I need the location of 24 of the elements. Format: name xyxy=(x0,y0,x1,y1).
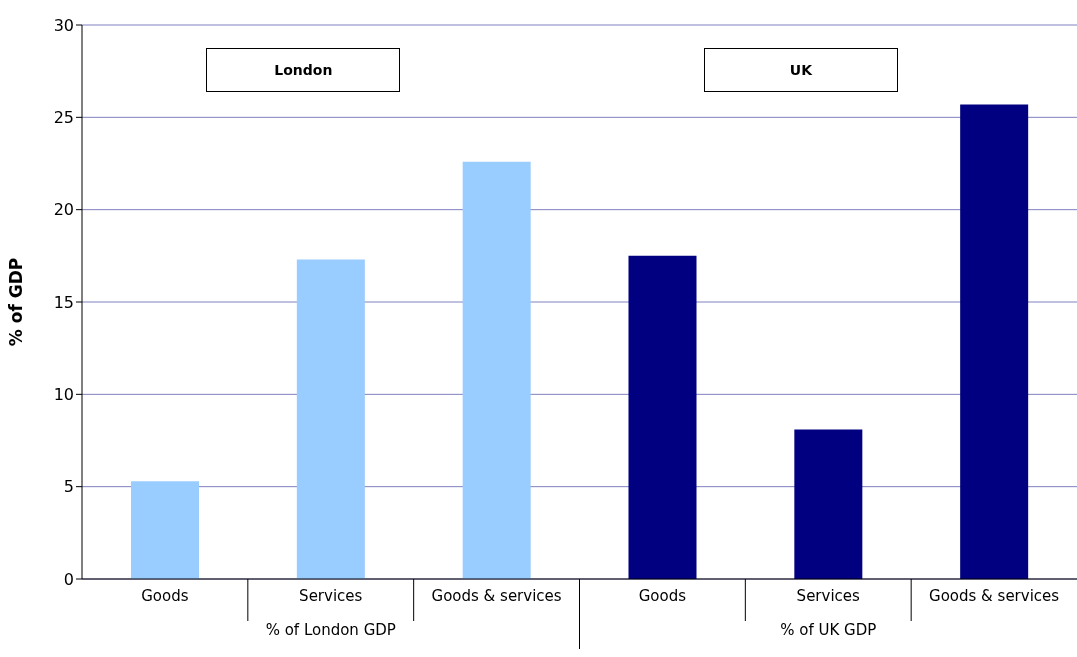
x-tick-label: Goods xyxy=(638,587,687,605)
y-tick-label: 0 xyxy=(63,569,74,589)
y-tick-label: 5 xyxy=(63,477,74,497)
bar xyxy=(462,161,531,579)
x-tick-label: Services xyxy=(299,587,363,605)
text: % of UK GDP xyxy=(779,621,878,639)
label-box: London xyxy=(206,48,401,92)
x-tick-label: Goods xyxy=(141,587,189,605)
bar xyxy=(628,255,697,579)
y-tick-label: 30 xyxy=(53,15,74,35)
y-tick-label: 10 xyxy=(53,385,74,405)
bar xyxy=(960,104,1029,579)
y-tick-label: 20 xyxy=(53,200,74,220)
bar xyxy=(131,481,199,579)
bar xyxy=(794,429,863,579)
x-tick-label: Services xyxy=(796,587,861,605)
y-axis-title: % of GDP xyxy=(6,257,27,347)
label-box: UK xyxy=(703,48,898,92)
text: % of London GDP xyxy=(264,621,397,639)
y-tick-label: 25 xyxy=(53,108,74,128)
x-tick-label: Goods & services xyxy=(431,587,562,605)
y-tick-label: 15 xyxy=(53,292,74,312)
x-tick-label: Goods & services xyxy=(929,587,1060,605)
bar xyxy=(296,259,365,579)
